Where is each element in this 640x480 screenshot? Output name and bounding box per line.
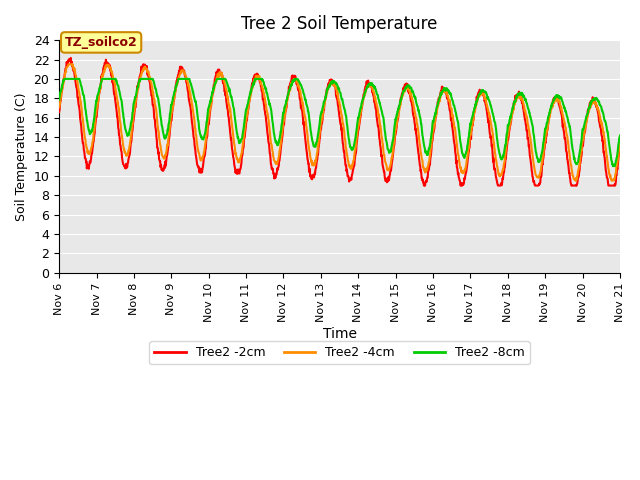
Title: Tree 2 Soil Temperature: Tree 2 Soil Temperature bbox=[241, 15, 438, 33]
Y-axis label: Soil Temperature (C): Soil Temperature (C) bbox=[15, 92, 28, 221]
Text: TZ_soilco2: TZ_soilco2 bbox=[65, 36, 138, 49]
Legend: Tree2 -2cm, Tree2 -4cm, Tree2 -8cm: Tree2 -2cm, Tree2 -4cm, Tree2 -8cm bbox=[150, 341, 530, 364]
X-axis label: Time: Time bbox=[323, 327, 356, 341]
